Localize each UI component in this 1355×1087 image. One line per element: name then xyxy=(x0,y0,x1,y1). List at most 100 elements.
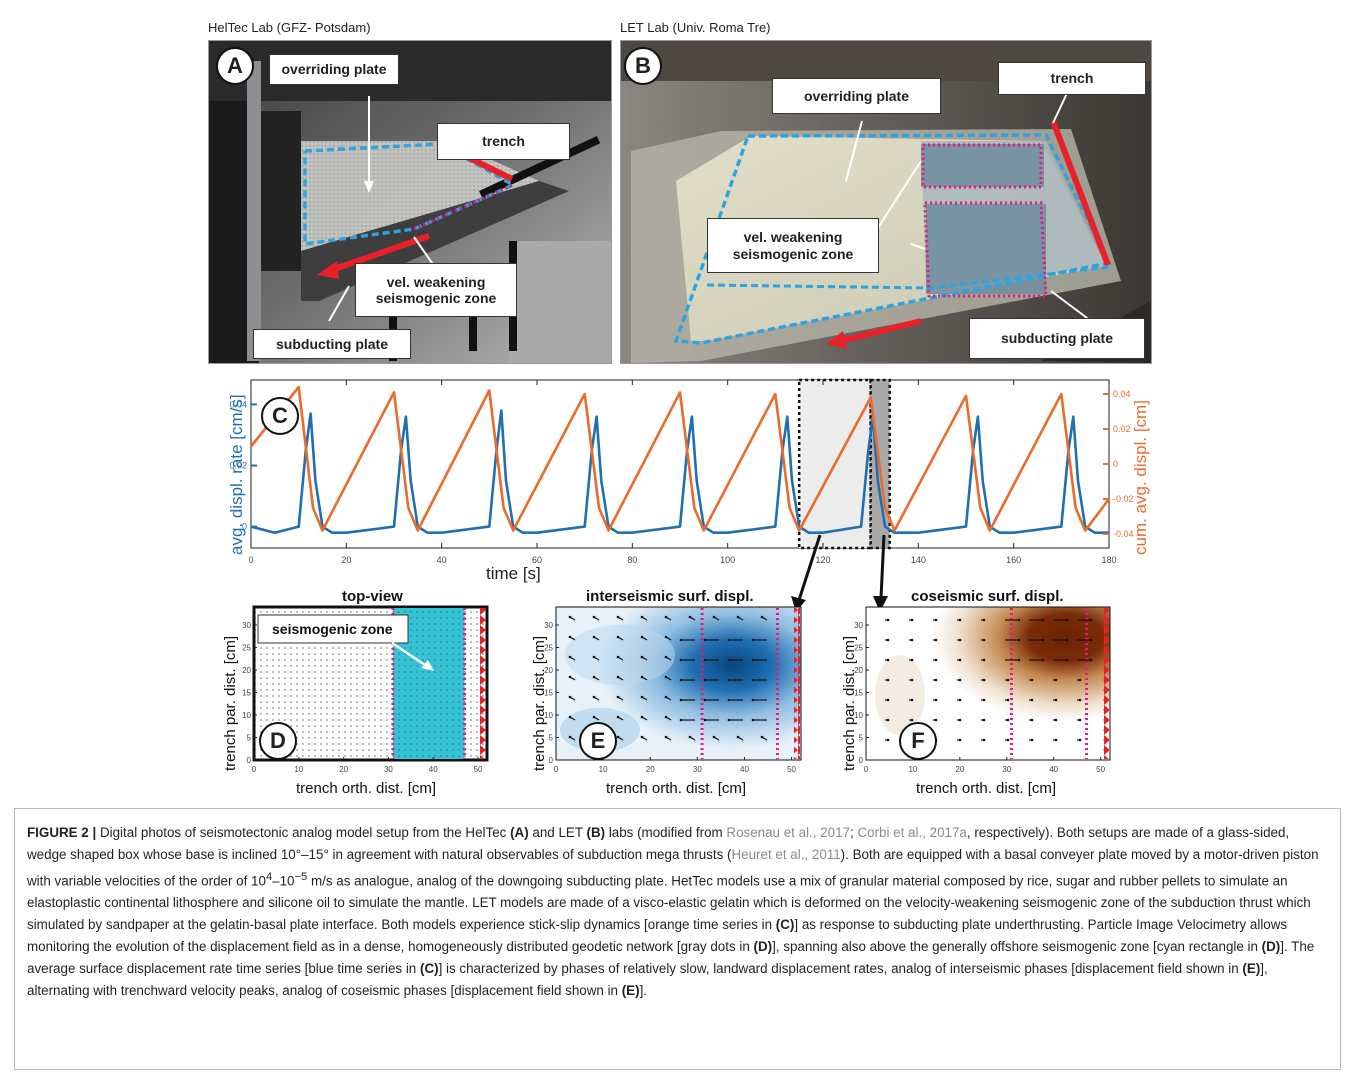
y-right-tick-label: 0 xyxy=(1113,459,1118,469)
y-label-left: avg. displ. rate [cm/s] xyxy=(227,394,246,555)
panel-e-blob-1 xyxy=(565,625,675,685)
vector-head xyxy=(1006,678,1010,682)
vector-head xyxy=(1065,658,1069,662)
x-tick-label: 160 xyxy=(1006,555,1021,565)
seismogenic-zone-label: seismogenic zone xyxy=(272,621,393,637)
vector-head xyxy=(727,718,731,722)
vector-head xyxy=(664,695,668,699)
caption-text-7: –10 xyxy=(272,873,295,889)
panel-b-seismogenic-line1: vel. weakening xyxy=(743,229,843,246)
time-series-chart: 0 20 40 60 80 100 120 140 160 180 0 0.02 0.04 -0.04 -0… xyxy=(227,378,1150,583)
vector-head xyxy=(640,635,644,639)
vector-head xyxy=(982,718,986,722)
vector-head xyxy=(958,638,962,642)
vector-head xyxy=(616,635,620,639)
caption-text-13: ], alternating with trenchward velocity … xyxy=(27,961,1268,999)
panel-e-letter: E xyxy=(579,722,617,760)
vector-head xyxy=(934,698,938,702)
map-x-tick-label: 30 xyxy=(384,765,393,774)
series-line-1 xyxy=(249,385,1111,532)
citation-rosenau[interactable]: Rosenau et al., 2017 xyxy=(726,825,850,840)
caption-text-12: ] is characterized by phases of relative… xyxy=(438,961,1243,977)
map-y-tick-label: 20 xyxy=(544,666,553,675)
vector-head xyxy=(616,695,620,699)
vector-head xyxy=(616,675,620,679)
vector-head xyxy=(751,658,755,662)
x-tick-label: 100 xyxy=(720,555,735,565)
vector-head xyxy=(664,675,668,679)
vector-head xyxy=(910,618,914,622)
vector-head xyxy=(679,698,683,702)
vector-head xyxy=(751,638,755,642)
vector-head xyxy=(958,658,962,662)
displacement-maps: top-view seismogenic zone trench orth. d… xyxy=(222,588,1111,797)
vector-head xyxy=(688,615,692,619)
x-tick-label: 180 xyxy=(1101,555,1116,565)
vector-head xyxy=(592,655,596,659)
caption-ref-c-1: (C) xyxy=(775,917,795,933)
citation-heuret[interactable]: Heuret et al., 2011 xyxy=(731,847,841,862)
vector-head xyxy=(703,718,707,722)
map-y-tick-label: 30 xyxy=(544,621,553,630)
map-y-tick-label: 25 xyxy=(854,644,863,653)
vector-head xyxy=(910,658,914,662)
vector-head xyxy=(712,615,716,619)
vector-head xyxy=(640,735,644,739)
map-x-tick-label: 50 xyxy=(1096,765,1105,774)
map-x-tick-label: 20 xyxy=(646,765,655,774)
panel-e-vector-field xyxy=(568,615,768,741)
vector-head xyxy=(982,678,986,682)
vector-head xyxy=(1054,698,1058,702)
vector-head xyxy=(982,738,986,742)
vector-head xyxy=(592,615,596,619)
vector-head xyxy=(592,675,596,679)
vector-head xyxy=(958,678,962,682)
panel-b-seismogenic-label: vel. weakening seismogenic zone xyxy=(707,218,879,273)
map-x-tick-label: 40 xyxy=(1049,765,1058,774)
vector-head xyxy=(934,678,938,682)
panel-d-title: top-view xyxy=(342,588,403,605)
vector-head xyxy=(727,678,731,682)
caption-ref-a: (A) xyxy=(510,825,529,840)
vector-head xyxy=(1078,698,1082,702)
panel-b-seismogenic-line2: seismogenic zone xyxy=(732,245,854,262)
panel-a-subducting-label: subducting plate xyxy=(253,329,411,359)
vector-head xyxy=(640,655,644,659)
vector-head xyxy=(910,698,914,702)
vector-head xyxy=(616,615,620,619)
vector-head xyxy=(982,638,986,642)
vector-head xyxy=(760,615,764,619)
seismogenic-zone-pointer xyxy=(391,641,429,669)
panel-a-seismogenic-label: vel. weakening seismogenic zone xyxy=(355,263,517,317)
map-y-tick-label: 5 xyxy=(549,734,554,743)
caption-ref-e-2: (E) xyxy=(621,983,640,999)
vector-head xyxy=(1089,638,1093,642)
x-tick-label: 40 xyxy=(437,555,447,565)
vector-head xyxy=(592,635,596,639)
vector-head xyxy=(958,698,962,702)
map-x-tick-label: 50 xyxy=(474,765,483,774)
panel-e-y-label: trench par. dist. [cm] xyxy=(531,636,548,771)
map-x-tick-label: 20 xyxy=(955,765,964,774)
vector-head xyxy=(934,638,938,642)
citation-corbi[interactable]: Corbi et al., 2017a xyxy=(857,825,967,840)
panel-b-trench-label: trench xyxy=(998,62,1146,95)
panel-f-y-label: trench par. dist. [cm] xyxy=(841,636,858,771)
caption-text-11: ]. The average surface displacement rate… xyxy=(27,939,1315,977)
vector-head xyxy=(703,658,707,662)
vector-head xyxy=(751,718,755,722)
vector-head xyxy=(679,638,683,642)
map-x-tick-label: 30 xyxy=(693,765,702,774)
vector-head xyxy=(727,698,731,702)
panel-e-x-label: trench orth. dist. [cm] xyxy=(606,780,746,797)
y-left-tick-label: 0 xyxy=(242,522,247,532)
y-right-tick-label: 0.02 xyxy=(1113,424,1131,434)
panel-d-trench xyxy=(480,608,486,759)
vector-head xyxy=(664,615,668,619)
vector-head xyxy=(616,715,620,719)
map-y-tick-label: 30 xyxy=(242,621,251,630)
caption-text-6: ). Both are equipped with a basal convey… xyxy=(27,847,1319,889)
vector-head xyxy=(568,655,572,659)
map-y-tick-label: 15 xyxy=(242,689,251,698)
vector-head xyxy=(982,658,986,662)
